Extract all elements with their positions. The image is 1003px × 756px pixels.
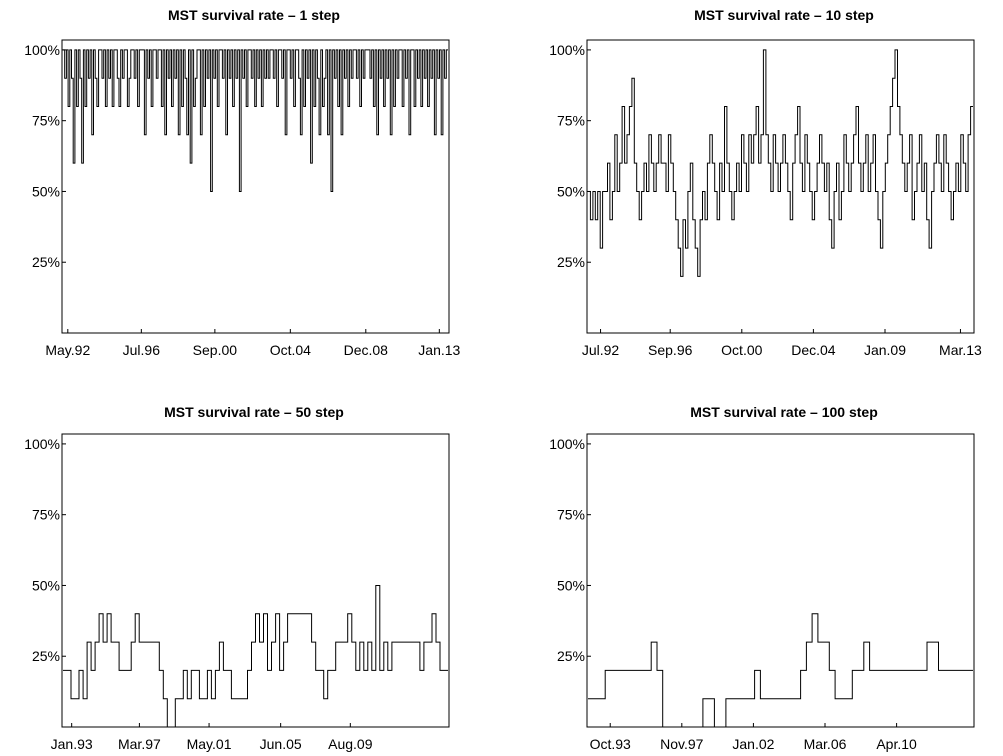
axis-ticks: 25% 50% 75% 100% Oct.93 Nov.97 Jan.02 Mar.06 Apr… [549, 436, 917, 752]
chart-title: MST survival rate – 1 step [168, 7, 340, 23]
x-tick-label: Sep.00 [193, 342, 238, 358]
chart-title: MST survival rate – 10 step [694, 7, 874, 23]
y-tick-label: 50% [557, 183, 585, 199]
y-tick-label: 50% [32, 577, 60, 593]
y-tick-label: 75% [557, 507, 585, 523]
chart-title: MST survival rate – 50 step [164, 404, 344, 420]
axis-ticks: 25% 50% 75% 100% Jul.92 Sep.96 Oct.00 Dec.04 Jan… [549, 42, 982, 358]
x-tick-label: Jul.92 [582, 342, 620, 358]
x-tick-label: Jan.13 [418, 342, 460, 358]
panel-10-step: MST survival rate – 10 step 25% 50% 75% 100… [549, 7, 982, 358]
x-tick-label: Mar.13 [939, 342, 982, 358]
axis-ticks: 25% 50% 75% 100% Jan.93 Mar.97 May.01 Jun.05 Aug… [24, 436, 373, 752]
x-tick-label: Oct.00 [721, 342, 762, 358]
series-line [63, 585, 448, 728]
y-tick-label: 100% [24, 42, 60, 58]
panel-50-step: MST survival rate – 50 step 25% 50% 75% 100… [24, 404, 450, 752]
y-tick-label: 75% [32, 507, 60, 523]
chart-title: MST survival rate – 100 step [690, 404, 878, 420]
x-tick-label: Jan.93 [51, 736, 93, 752]
x-tick-label: Jan.02 [732, 736, 774, 752]
x-tick-label: May.92 [45, 342, 90, 358]
x-tick-label: Apr.10 [876, 736, 917, 752]
x-tick-label: Jan.09 [864, 342, 906, 358]
panel-100-step: MST survival rate – 100 step 25% 50% 75% 10… [549, 404, 975, 752]
x-tick-label: Jul.96 [123, 342, 161, 358]
series-line [63, 49, 448, 192]
y-tick-label: 25% [557, 254, 585, 270]
x-tick-label: Dec.08 [344, 342, 389, 358]
y-tick-label: 50% [32, 183, 60, 199]
plot-area [586, 433, 975, 728]
x-tick-label: Jun.05 [260, 736, 302, 752]
x-tick-label: Oct.93 [590, 736, 631, 752]
plot-area [61, 433, 450, 728]
axis-ticks: 25% 50% 75% 100% May.92 Jul.96 Sep.00 Oct.04 Dec… [24, 42, 460, 358]
x-tick-label: Mar.06 [804, 736, 847, 752]
y-tick-label: 50% [557, 577, 585, 593]
plot-area [61, 39, 450, 334]
series-line [588, 613, 973, 728]
y-tick-label: 100% [549, 436, 585, 452]
panel-1-step: MST survival rate – 1 step 25% 50% 75% 100%… [24, 7, 460, 358]
y-tick-label: 25% [32, 648, 60, 664]
y-tick-label: 75% [557, 113, 585, 129]
x-tick-label: May.01 [187, 736, 232, 752]
y-tick-label: 75% [32, 113, 60, 129]
y-tick-label: 25% [32, 254, 60, 270]
y-tick-label: 100% [549, 42, 585, 58]
x-tick-label: Dec.04 [791, 342, 836, 358]
series-line [588, 49, 973, 277]
y-tick-label: 100% [24, 436, 60, 452]
x-tick-label: Aug.09 [328, 736, 373, 752]
y-tick-label: 25% [557, 648, 585, 664]
x-tick-label: Nov.97 [660, 736, 704, 752]
x-tick-label: Mar.97 [118, 736, 161, 752]
x-tick-label: Oct.04 [270, 342, 311, 358]
x-tick-label: Sep.96 [648, 342, 693, 358]
